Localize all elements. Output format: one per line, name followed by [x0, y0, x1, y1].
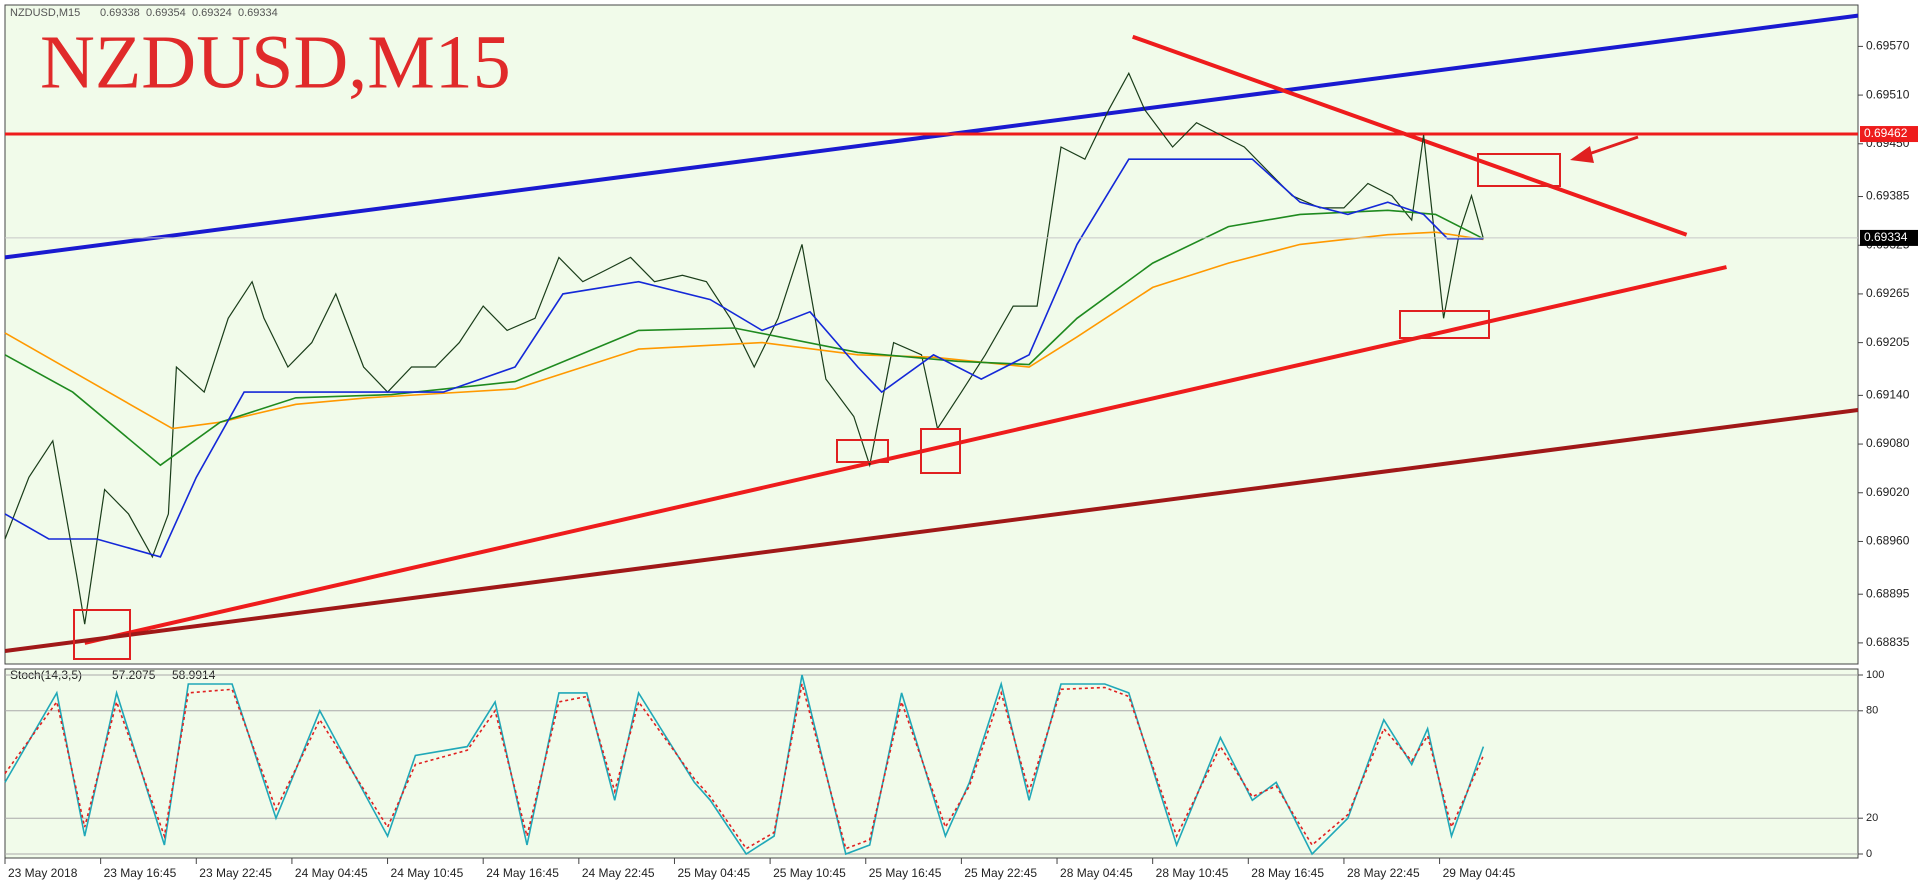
series-line	[84, 265, 1727, 645]
annotations	[73, 135, 1639, 660]
y-tick-label: 0.69205	[1866, 335, 1910, 349]
y-tick-label: 0.69140	[1866, 388, 1910, 402]
x-tick-label: 25 May 10:45	[773, 866, 846, 880]
x-tick-label: 25 May 16:45	[869, 866, 942, 880]
main-plot-area	[4, 4, 1859, 665]
series-line	[1132, 34, 1688, 237]
quote-high: 0.69354	[146, 7, 186, 19]
y-tick-label: 0.69385	[1866, 189, 1910, 203]
level-marker	[1860, 126, 1918, 143]
last-price-marker	[1860, 229, 1918, 246]
level-label: 0.69462	[1864, 126, 1908, 140]
highlight-box	[73, 609, 131, 660]
arrow-head	[1570, 146, 1594, 163]
y-tick-label: 80	[1866, 705, 1878, 717]
x-tick-label: 28 May 04:45	[1060, 866, 1133, 880]
y-tick-label: 100	[1866, 669, 1884, 681]
quote-close: 0.69334	[238, 7, 278, 19]
series-line	[4, 158, 1484, 558]
highlight-box	[836, 439, 889, 463]
series-line	[4, 13, 1859, 260]
y-tick-label: 0.69020	[1866, 485, 1910, 499]
y-tick-label: 0.69570	[1866, 39, 1910, 53]
stoch-plot-area	[4, 668, 1859, 859]
highlight-box	[1399, 310, 1490, 339]
header-symbol: NZDUSD,M15	[10, 7, 80, 19]
y-tick-label: 0.68835	[1866, 635, 1910, 649]
y-tick-label: 0.68960	[1866, 534, 1910, 548]
x-tick-label: 23 May 16:45	[104, 866, 177, 880]
x-tick-label: 24 May 04:45	[295, 866, 368, 880]
highlight-box	[920, 428, 961, 474]
x-tick-label: 25 May 04:45	[677, 866, 750, 880]
x-tick-label: 28 May 16:45	[1251, 866, 1324, 880]
y-tick-label: 0	[1866, 848, 1872, 860]
x-tick-label: 25 May 22:45	[964, 866, 1037, 880]
x-tick-label: 28 May 10:45	[1156, 866, 1229, 880]
y-tick-label: 0.69510	[1866, 87, 1910, 101]
x-tick-label: 24 May 16:45	[486, 866, 559, 880]
last-price-label: 0.69334	[1864, 230, 1908, 244]
x-tick-label: 24 May 10:45	[391, 866, 464, 880]
quote-open: 0.69338	[100, 7, 140, 19]
x-tick-label: 28 May 22:45	[1347, 866, 1420, 880]
series-line	[4, 408, 1859, 653]
series-line	[4, 209, 1484, 467]
x-tick-label: 23 May 2018	[8, 866, 78, 880]
series-line	[4, 683, 1485, 850]
y-tick-label: 20	[1866, 812, 1878, 824]
x-tick-label: 24 May 22:45	[582, 866, 655, 880]
quote-low: 0.69324	[192, 7, 232, 19]
y-tick-label: 0.69080	[1866, 436, 1910, 450]
x-tick-label: 29 May 04:45	[1443, 866, 1516, 880]
y-tick-label: 0.69265	[1866, 286, 1910, 300]
x-tick-label: 23 May 22:45	[199, 866, 272, 880]
y-tick-label: 0.68895	[1866, 586, 1910, 600]
chart-title: NZDUSD,M15	[40, 20, 511, 104]
highlight-box	[1477, 153, 1561, 187]
